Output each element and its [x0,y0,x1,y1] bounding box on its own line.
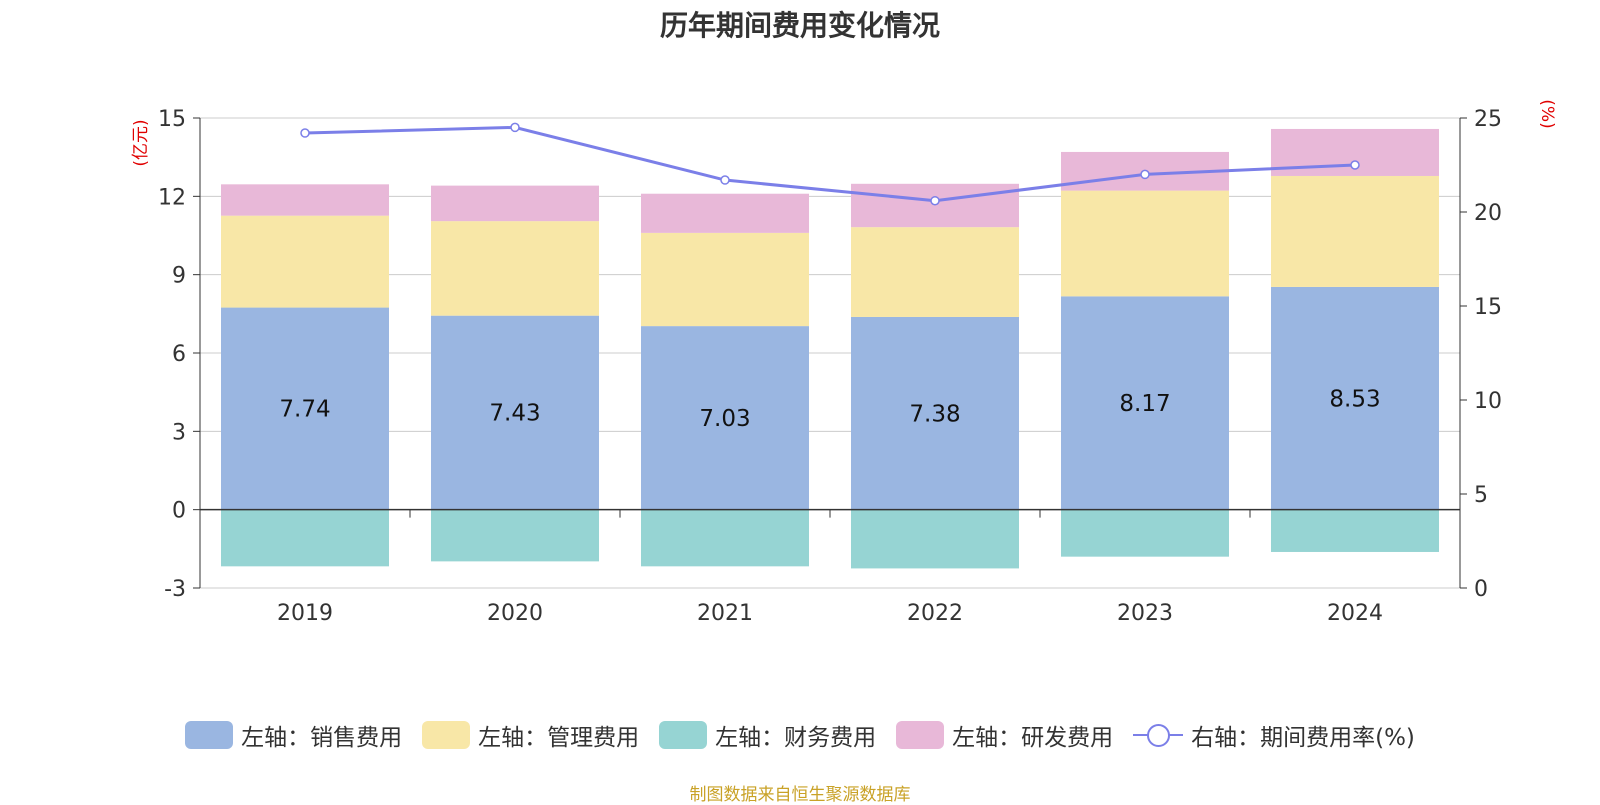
bar-segment [431,315,599,510]
legend: 左轴：销售费用 左轴：管理费用 左轴：财务费用 左轴：研发费用 右轴：期间费用率… [0,718,1600,752]
right-axis-tick-label: 20 [1474,201,1502,226]
x-axis-tick-label: 2024 [1327,601,1383,626]
bar-segment [221,184,389,216]
bar-segment [641,326,809,510]
legend-item-admin[interactable]: 左轴：管理费用 [422,718,639,752]
left-axis-tick-label: -3 [164,577,186,602]
bar-segment [431,509,599,562]
data-label: 8.53 [1329,386,1380,412]
source-note: 制图数据来自恒生聚源数据库 [689,785,911,805]
rate-point [720,175,730,185]
x-axis-tick-label: 2020 [487,601,543,626]
bars [221,128,1439,569]
rate-point [300,128,310,138]
bar-segment [641,509,809,567]
bar-segment [851,509,1019,569]
right-axis-tick-label: 15 [1474,295,1502,320]
left-axis-tick-label: 0 [172,499,186,524]
rate-point [1350,160,1360,170]
bar-segment [1271,286,1439,510]
right-axis-tick-label: 25 [1474,107,1502,132]
bar-segment [431,185,599,222]
rate-point [1140,169,1150,180]
bar-segment [221,215,389,308]
left-axis-tick-label: 9 [172,264,186,289]
legend-item-rnd[interactable]: 左轴：研发费用 [896,718,1113,752]
bar-segment [221,307,389,510]
legend-line-marker-icon [1133,721,1184,749]
legend-item-sales[interactable]: 左轴：销售费用 [185,718,402,752]
legend-label-admin: 左轴：管理费用 [478,725,640,751]
rate-line-path [304,125,1356,203]
x-axis-tick-label: 2022 [907,601,963,626]
right-axis-tick-label: 10 [1474,389,1502,414]
left-axis-tick-label: 15 [158,107,186,132]
bar-segment [1271,175,1439,287]
bar-segment [1061,190,1229,297]
right-axis-tick-label: 0 [1474,577,1488,602]
left-axis-tick-label: 6 [172,342,186,367]
x-axis-tick-label: 2021 [697,601,753,626]
data-label: 7.38 [909,401,960,427]
data-label: 7.03 [699,406,750,432]
bar-segment [851,227,1019,317]
rate-point [510,122,520,133]
expense-rate-line [300,122,1360,206]
right-axis-tick-label: 5 [1474,483,1488,508]
x-axis-tick-label: 2019 [277,601,333,626]
left-axis-tick-label: 12 [158,185,186,210]
chart-title: 历年期间费用变化情况 [659,9,940,42]
left-axis-unit: (亿元) [131,119,151,166]
data-labels: 7.74 7.43 7.03 7.38 8.17 8.53 [279,386,1380,432]
x-axis-tick-label: 2023 [1117,601,1173,626]
axes: -3 0 3 6 9 12 15 0 5 10 15 20 25 (亿元) (%) 2019 2020 2021 2… [131,99,1557,626]
legend-swatch-sales [185,721,234,749]
data-label: 7.74 [279,397,330,423]
legend-swatch-admin [422,721,471,749]
left-axis-tick-label: 3 [172,420,186,445]
bar-segment [1061,509,1229,557]
bar-segment [641,232,809,327]
bar-segment [1061,296,1229,510]
legend-label-finance: 左轴：财务费用 [715,725,877,751]
legend-item-finance[interactable]: 左轴：财务费用 [659,718,876,752]
bar-segment [641,193,809,233]
data-label: 7.43 [489,401,540,427]
legend-label-rate: 右轴：期间费用率(%) [1191,725,1415,751]
legend-item-rate[interactable]: 右轴：期间费用率(%) [1133,718,1415,752]
right-axis-unit: (%) [1537,99,1557,128]
legend-swatch-rnd [896,721,945,749]
data-label: 8.17 [1119,391,1170,417]
rate-point [930,195,940,206]
bar-segment [851,183,1019,228]
bar-segment [221,509,389,567]
legend-label-rnd: 左轴：研发费用 [952,725,1114,751]
gridlines [200,117,1460,589]
bar-segment [851,316,1019,510]
bar-segment [431,221,599,316]
bar-segment [1271,509,1439,552]
legend-swatch-finance [659,721,708,749]
legend-label-sales: 左轴：销售费用 [241,725,403,751]
